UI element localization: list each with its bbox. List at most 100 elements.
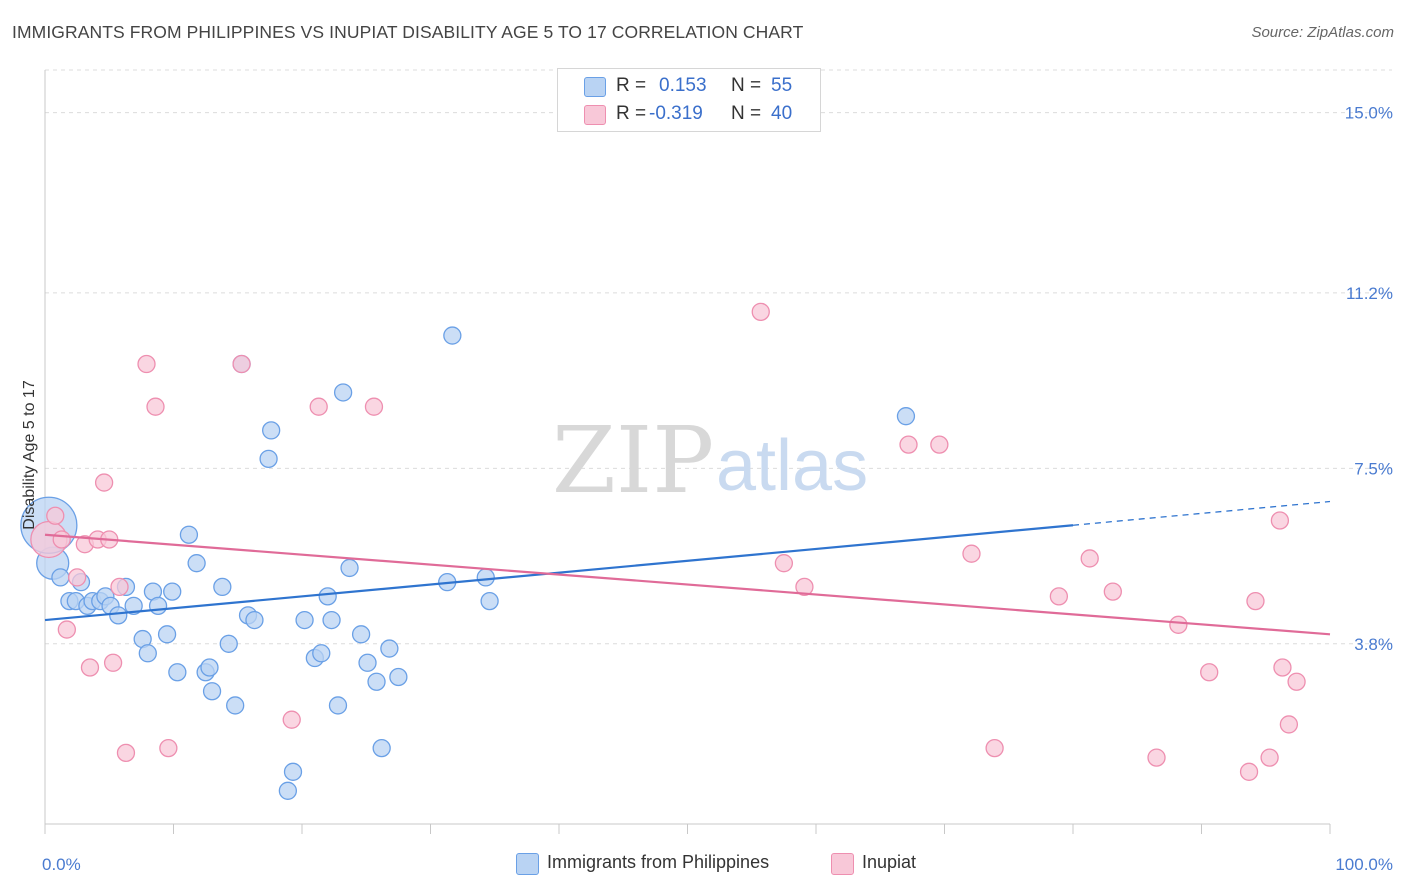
y-tick-labels: 3.8% 7.5% 11.2% 15.0% xyxy=(1345,104,1393,654)
trend-line-extension xyxy=(1072,500,1331,526)
data-point xyxy=(322,610,341,630)
n-label: N = xyxy=(731,75,762,96)
data-point xyxy=(476,568,495,587)
data-point xyxy=(899,435,918,454)
data-point xyxy=(309,397,328,416)
data-point xyxy=(1169,615,1188,634)
r-value: 0.153 xyxy=(659,75,707,96)
legend-swatch-philippines xyxy=(516,853,539,875)
data-point xyxy=(103,653,123,672)
y-tick-label: 7.5% xyxy=(1354,459,1393,478)
data-point xyxy=(962,544,981,563)
data-point xyxy=(51,568,70,587)
data-points xyxy=(20,302,1306,800)
data-point xyxy=(1246,591,1265,611)
data-point xyxy=(179,525,199,544)
legend-label-inupiat: Inupiat xyxy=(862,852,917,872)
legend-label-philippines: Immigrants from Philippines xyxy=(547,852,770,872)
trend-line-philippines xyxy=(44,524,1074,622)
y-tick-label: 11.2% xyxy=(1346,284,1393,303)
data-point xyxy=(148,596,168,616)
data-point xyxy=(116,743,136,763)
data-point xyxy=(124,596,143,616)
stats-swatch-inupiat xyxy=(584,105,606,125)
data-point xyxy=(930,435,949,454)
data-point xyxy=(1147,748,1166,767)
watermark-zip: ZIP xyxy=(552,407,714,514)
data-point xyxy=(364,397,384,416)
data-point xyxy=(283,762,303,781)
data-point xyxy=(443,326,462,345)
data-point xyxy=(896,407,916,426)
data-point xyxy=(219,634,238,653)
data-point xyxy=(168,663,187,682)
data-point xyxy=(109,606,128,625)
y-tick-label: 15.0% xyxy=(1345,104,1393,123)
n-value: 40 xyxy=(771,103,793,124)
data-point xyxy=(94,473,114,492)
stats-swatch-philippines xyxy=(584,77,606,97)
data-point xyxy=(1279,715,1299,734)
data-point xyxy=(80,658,100,677)
data-point xyxy=(795,577,814,597)
n-label: N = xyxy=(731,103,762,124)
data-point xyxy=(187,554,206,573)
stats-row-inupiat: R = -0.319 N = 40 xyxy=(558,100,820,128)
legend: Immigrants from Philippines Inupiat xyxy=(0,852,1406,878)
data-point xyxy=(1273,658,1292,677)
data-point xyxy=(380,639,399,658)
data-point xyxy=(138,644,157,663)
stats-row-philippines: R = 0.153 N = 55 xyxy=(558,72,820,100)
data-point xyxy=(213,577,232,597)
data-point xyxy=(351,625,371,644)
data-point xyxy=(328,696,348,715)
data-point xyxy=(200,658,219,677)
r-label: R = xyxy=(616,75,647,96)
data-point xyxy=(67,568,87,587)
data-point xyxy=(245,610,264,630)
data-point xyxy=(282,710,301,729)
data-point xyxy=(774,554,794,573)
data-point xyxy=(110,577,129,597)
data-point xyxy=(358,653,377,672)
series-inupiat-points xyxy=(30,302,1306,781)
data-point xyxy=(146,397,165,416)
data-point xyxy=(159,738,178,758)
data-point xyxy=(202,682,222,701)
stats-box: R = 0.153 N = 55 R = -0.319 N = 40 xyxy=(557,68,821,132)
y-tick-label: 3.8% xyxy=(1354,635,1393,654)
data-point xyxy=(163,582,182,601)
r-value: -0.319 xyxy=(649,103,703,124)
data-point xyxy=(1260,748,1279,767)
x-tick-label-min: 0.0% xyxy=(42,855,81,874)
data-point xyxy=(1239,762,1259,781)
data-point xyxy=(751,302,770,321)
trend-lines xyxy=(44,500,1331,636)
data-point xyxy=(226,696,245,715)
y-axis-label: Disability Age 5 to 17 xyxy=(21,380,38,530)
data-point xyxy=(1049,587,1069,606)
watermark-atlas: atlas xyxy=(716,426,868,506)
trend-line-inupiat xyxy=(44,533,1331,636)
data-point xyxy=(46,506,65,525)
data-point xyxy=(480,591,499,611)
data-point xyxy=(312,644,331,663)
r-label: R = xyxy=(616,103,647,124)
data-point xyxy=(1270,511,1290,530)
data-point xyxy=(157,625,177,644)
data-point xyxy=(389,667,408,687)
data-point xyxy=(333,383,353,402)
data-point xyxy=(57,620,76,639)
data-point xyxy=(372,738,391,758)
n-value: 55 xyxy=(771,75,793,96)
data-point xyxy=(295,610,314,630)
axes xyxy=(44,70,1331,834)
data-point xyxy=(1287,672,1306,691)
data-point xyxy=(340,558,359,578)
data-point xyxy=(52,530,71,549)
data-point xyxy=(259,449,278,469)
data-point xyxy=(1103,582,1122,601)
data-point xyxy=(1080,549,1099,568)
x-tick-label-max: 100.0% xyxy=(1335,855,1393,874)
